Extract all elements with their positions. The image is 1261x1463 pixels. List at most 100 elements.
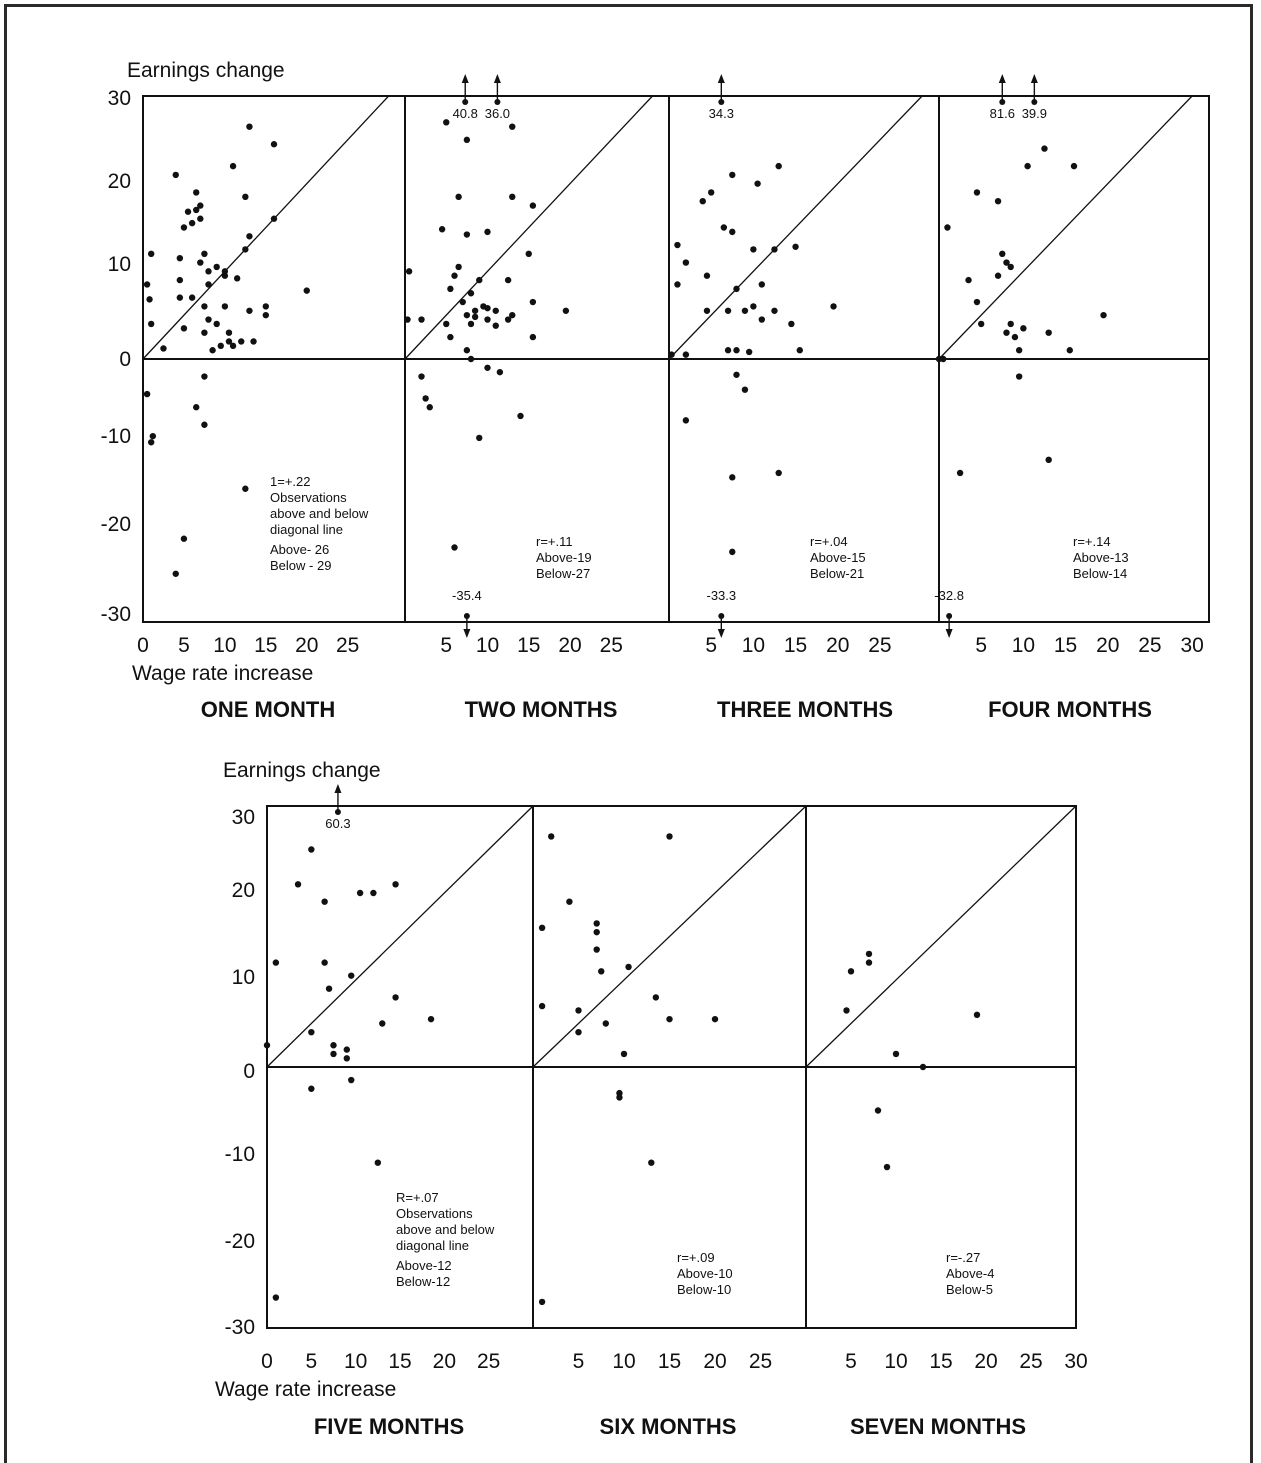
data-point: [233, 275, 241, 282]
panel-title-three-months: THREE MONTHS: [717, 697, 893, 722]
data-point: [392, 994, 399, 1001]
data-point: [729, 548, 736, 556]
data-point: [392, 881, 399, 888]
row2-y-tick: 30: [232, 806, 255, 829]
data-point: [771, 246, 778, 253]
data-point: [616, 1094, 623, 1101]
data-point: [1066, 347, 1073, 354]
data-point: [788, 320, 795, 328]
x-tick-label: 30: [1180, 634, 1203, 657]
off-scale-point: [334, 809, 341, 815]
row2-y-axis-label: Earnings change: [223, 759, 381, 782]
data-point: [775, 162, 782, 170]
data-point: [944, 224, 951, 231]
data-point: [242, 193, 249, 201]
data-point: [724, 347, 732, 354]
data-point: [593, 920, 600, 927]
x-tick-label: 25: [1138, 634, 1161, 657]
off-scale-point: [462, 99, 469, 105]
data-point: [1015, 373, 1023, 380]
data-point: [143, 281, 151, 288]
data-point: [1024, 162, 1031, 170]
data-point: [197, 202, 204, 209]
off-scale-label: -35.4: [452, 588, 482, 603]
data-point: [674, 241, 681, 249]
data-point: [172, 171, 179, 179]
annotation-line: Below-14: [1073, 566, 1127, 581]
off-scale-label: 81.6: [990, 106, 1015, 121]
data-point: [977, 320, 985, 328]
diagonal-line: [404, 95, 653, 360]
off-scale-arrowhead: [717, 629, 725, 638]
data-point: [463, 347, 471, 354]
data-point: [504, 316, 512, 323]
data-point: [205, 281, 212, 288]
diagonal-line: [142, 95, 390, 360]
off-scale-arrowhead: [334, 784, 342, 793]
x-tick-label: 30: [1064, 1350, 1087, 1373]
data-point: [193, 189, 200, 196]
data-point: [147, 439, 155, 446]
annotation-line: above and below: [270, 506, 369, 521]
data-point: [1007, 320, 1014, 328]
data-point: [427, 1015, 435, 1023]
data-point: [229, 342, 237, 350]
data-point: [865, 950, 873, 958]
data-point: [447, 333, 454, 341]
data-point: [176, 276, 184, 284]
data-point: [792, 243, 799, 250]
data-point: [463, 231, 471, 238]
diagonal-line: [938, 95, 1193, 360]
data-point: [270, 215, 278, 222]
row1-y-tick: 0: [119, 348, 131, 371]
data-point: [308, 1029, 315, 1036]
data-point: [598, 968, 605, 975]
data-point: [321, 959, 328, 966]
data-point: [201, 421, 208, 428]
data-point: [147, 250, 155, 257]
x-tick-label: 25: [749, 1350, 772, 1373]
diagonal-line: [805, 805, 1077, 1068]
data-point: [484, 304, 491, 312]
data-point: [538, 1002, 546, 1010]
data-point: [308, 846, 315, 853]
data-point: [1070, 162, 1078, 170]
data-point: [625, 963, 632, 971]
x-tick-label: 20: [433, 1350, 456, 1373]
x-tick-label: 5: [975, 634, 987, 657]
data-point: [668, 351, 675, 358]
data-point: [463, 136, 471, 144]
data-point: [467, 355, 475, 363]
row2-y-tick: 20: [232, 879, 255, 902]
x-tick-label: 10: [344, 1350, 367, 1373]
data-point: [201, 373, 208, 380]
data-point: [217, 342, 224, 350]
data-point: [973, 298, 981, 306]
data-point: [180, 325, 188, 332]
data-point: [965, 276, 972, 284]
data-point: [707, 189, 715, 196]
data-point: [973, 1011, 981, 1018]
data-point: [496, 368, 504, 376]
data-point: [919, 1063, 927, 1071]
data-point: [529, 202, 537, 209]
data-point: [883, 1163, 891, 1171]
annotation-line: Below-27: [536, 566, 590, 581]
x-tick-label: 15: [929, 1350, 952, 1373]
x-tick-label: 0: [261, 1350, 273, 1373]
figure-frame: [4, 4, 1253, 1463]
data-point: [674, 281, 681, 288]
data-point: [225, 338, 233, 345]
annotation-line: Above- 26: [270, 542, 329, 557]
data-point: [648, 1159, 655, 1166]
data-point: [703, 272, 711, 279]
x-tick-label: 10: [213, 634, 236, 657]
data-point: [575, 1007, 582, 1014]
off-scale-point: [999, 99, 1006, 105]
data-point: [455, 263, 462, 271]
off-scale-point: [1031, 99, 1038, 105]
data-point: [504, 276, 512, 284]
